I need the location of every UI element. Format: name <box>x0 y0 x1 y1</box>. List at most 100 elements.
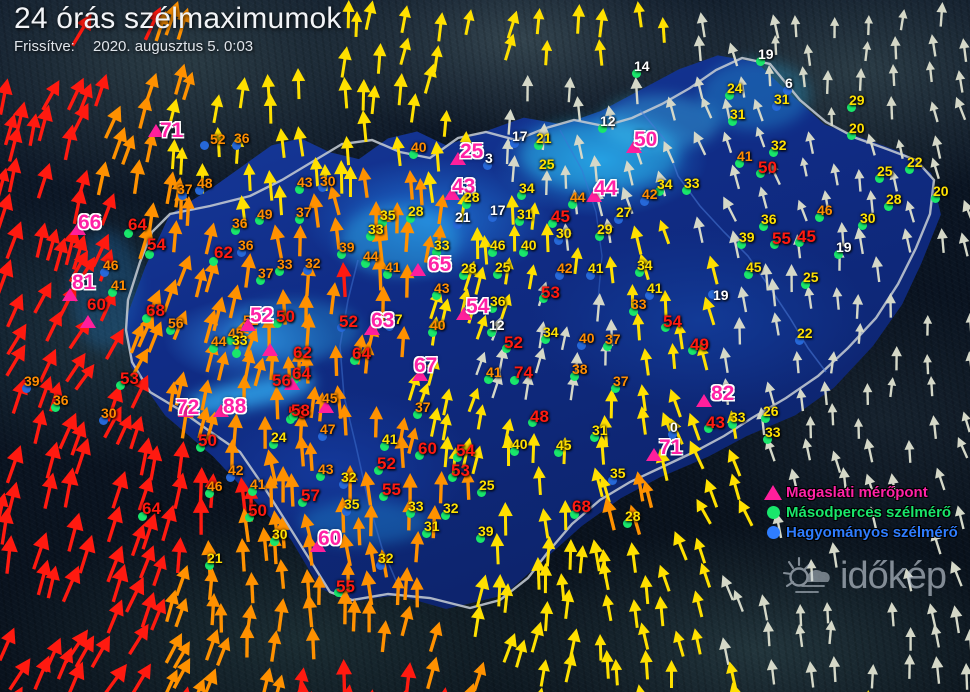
station-marker-second <box>350 356 359 365</box>
station-value: 42 <box>642 186 658 202</box>
station-value: 25 <box>479 477 495 493</box>
station-value: 21 <box>536 130 552 146</box>
station-value: 33 <box>631 296 647 312</box>
station-value: 20 <box>849 120 865 136</box>
legend-blue-circle-icon <box>760 526 786 539</box>
station-marker-mountain <box>178 404 194 417</box>
station-value: 52 <box>210 131 226 147</box>
station-marker-traditional <box>232 141 241 150</box>
station-value: 54 <box>663 312 682 331</box>
idokep-logo[interactable]: időkép <box>782 552 947 600</box>
station-marker-traditional <box>195 186 204 195</box>
station-value: 67 <box>414 354 438 377</box>
station-value: 39 <box>739 229 755 245</box>
station-marker-second <box>541 335 550 344</box>
station-value: 6 <box>785 75 793 91</box>
station-marker-mountain <box>626 140 642 153</box>
station-marker-second <box>688 346 697 355</box>
station-value: 53 <box>120 369 139 388</box>
station-value: 45 <box>746 259 762 275</box>
station-value: 35 <box>344 496 360 512</box>
station-marker-second <box>905 165 914 174</box>
station-marker-second <box>406 214 415 223</box>
highland-patch <box>700 60 810 130</box>
station-marker-second <box>632 69 641 78</box>
station-value: 30 <box>860 210 876 226</box>
station-value: 52 <box>377 454 396 473</box>
station-marker-second <box>255 216 264 225</box>
station-marker-mountain <box>364 322 380 335</box>
station-marker-traditional <box>100 268 109 277</box>
station-marker-second <box>383 270 392 279</box>
station-value: 27 <box>387 311 403 327</box>
station-value: 37 <box>415 399 431 415</box>
station-marker-traditional <box>318 432 327 441</box>
station-value: 17 <box>490 202 506 218</box>
station-marker-second <box>231 226 240 235</box>
station-value: 19 <box>758 46 774 62</box>
station-marker-mountain <box>450 152 466 165</box>
station-value: 19 <box>836 239 852 255</box>
station-marker-traditional <box>339 480 348 489</box>
station-marker-second <box>598 124 607 133</box>
station-marker-second <box>409 150 418 159</box>
station-value: 64 <box>128 215 147 234</box>
station-value: 34 <box>657 176 673 192</box>
station-marker-second <box>441 511 450 520</box>
station-value: 39 <box>339 239 355 255</box>
station-marker-second <box>295 215 304 224</box>
station-marker-second <box>570 510 579 519</box>
station-marker-second <box>517 191 526 200</box>
station-marker-second <box>432 291 441 300</box>
station-value: 37 <box>296 204 312 220</box>
station-value: 36 <box>53 392 69 408</box>
station-marker-second <box>142 314 151 323</box>
station-marker-traditional <box>303 266 312 275</box>
station-value: 22 <box>797 325 813 341</box>
station-marker-second <box>275 267 284 276</box>
station-value: 43 <box>706 413 725 432</box>
station-marker-mountain <box>240 318 256 331</box>
station-value: 30 <box>101 405 117 421</box>
legend-green-circle-icon <box>760 506 786 519</box>
station-value: 43 <box>318 461 334 477</box>
station-marker-second <box>603 342 612 351</box>
station-value: 45 <box>797 227 816 246</box>
station-marker-traditional <box>483 161 492 170</box>
station-marker-second <box>756 57 765 66</box>
station-marker-second <box>590 433 599 442</box>
station-marker-second <box>428 328 437 337</box>
station-marker-second <box>232 349 241 358</box>
station-marker-second <box>568 200 577 209</box>
station-value: 55 <box>382 480 401 499</box>
station-value: 20 <box>933 183 949 199</box>
station-value: 39 <box>24 373 40 389</box>
station-marker-second <box>380 442 389 451</box>
station-marker-traditional <box>178 191 187 200</box>
station-value: 36 <box>232 215 248 231</box>
updated-label: Frissítve: <box>14 38 75 55</box>
station-value: 33 <box>765 424 781 440</box>
station-marker-second <box>548 219 557 228</box>
station-marker-traditional <box>385 322 394 331</box>
station-marker-traditional <box>640 197 649 206</box>
station-marker-second <box>366 232 375 241</box>
station-value: 19 <box>713 287 729 303</box>
legend-item-second-anemometer: Másodperces szélmérő <box>760 503 958 522</box>
station-marker-traditional <box>99 416 108 425</box>
station-marker-second <box>289 412 298 421</box>
station-value: 12 <box>600 113 616 129</box>
station-marker-second <box>519 248 528 257</box>
station-marker-mountain <box>62 288 78 301</box>
station-value: 40 <box>521 237 537 253</box>
station-marker-second <box>378 218 387 227</box>
legend-label: Magaslati mérőpont <box>786 484 928 501</box>
station-marker-second <box>655 187 664 196</box>
station-value: 25 <box>877 163 893 179</box>
station-marker-mountain <box>310 539 326 552</box>
station-value: 49 <box>690 335 709 354</box>
station-marker-mountain <box>148 124 164 137</box>
station-value: 33 <box>434 237 450 253</box>
station-value: 53 <box>541 283 560 302</box>
station-value: 36 <box>761 211 777 227</box>
